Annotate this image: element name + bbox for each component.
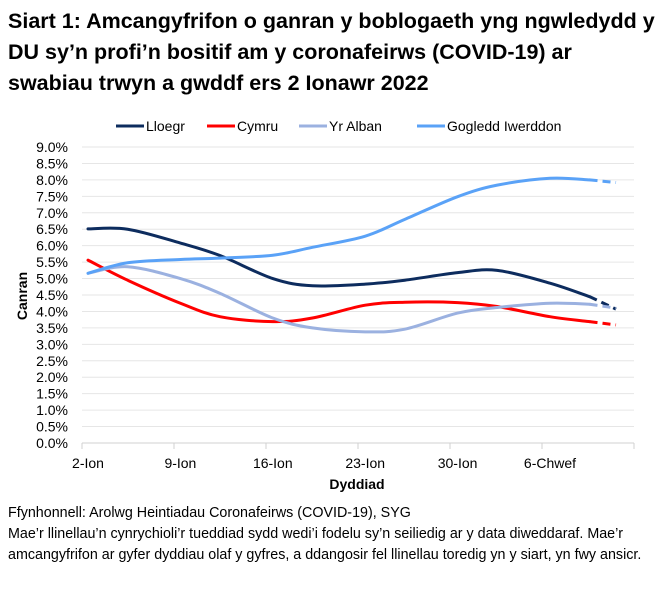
- y-tick-label: 5.5%: [36, 254, 68, 270]
- legend-label: Gogledd Iwerddon: [447, 118, 561, 134]
- y-tick-label: 3.5%: [36, 320, 68, 336]
- y-tick-label: 2.5%: [36, 353, 68, 369]
- legend-label: Yr Alban: [329, 118, 382, 134]
- y-tick-label: 1.5%: [36, 386, 68, 402]
- series-forecast-lloegr: [588, 295, 617, 311]
- y-tick-label: 4.5%: [36, 287, 68, 303]
- series-line-yr-alban: [86, 265, 592, 334]
- chart-footer: Ffynhonnell: Arolwg Heintiadau Coronafei…: [8, 503, 653, 566]
- y-tick-label: 0.0%: [36, 435, 68, 451]
- x-tick-label: 16-Ion: [253, 455, 293, 471]
- x-tick-label: 2-Ion: [72, 455, 104, 471]
- legend-label: Cymru: [237, 118, 278, 134]
- y-tick-label: 6.5%: [36, 221, 68, 237]
- series-forecast-yr-alban: [589, 302, 617, 310]
- source-note: Ffynhonnell: Arolwg Heintiadau Coronafei…: [8, 505, 411, 521]
- series-forecast-gogledd-iwerddon: [589, 178, 617, 185]
- legend-label: Lloegr: [146, 118, 185, 134]
- y-axis-title: Canran: [14, 272, 30, 320]
- y-tick-label: 0.5%: [36, 419, 68, 435]
- line-chart: 0.0%0.5%1.0%1.5%2.0%2.5%3.0%3.5%4.0%4.5%…: [14, 118, 635, 492]
- x-tick-label: 9-Ion: [164, 455, 196, 471]
- y-tick-label: 9.0%: [36, 139, 68, 155]
- y-tick-label: 6.0%: [36, 238, 68, 254]
- y-tick-label: 3.0%: [36, 336, 68, 352]
- x-axis-title: Dyddiad: [329, 476, 384, 492]
- y-tick-label: 8.5%: [36, 155, 68, 171]
- chart-title: Siart 1: Amcangyfrifon o ganran y boblog…: [8, 9, 655, 95]
- series-forecast-cymru: [589, 320, 617, 327]
- x-tick-label: 6-Chwef: [524, 455, 576, 471]
- y-tick-label: 7.0%: [36, 205, 68, 221]
- y-tick-label: 5.0%: [36, 271, 68, 287]
- series-line-cymru: [86, 258, 592, 324]
- y-tick-label: 1.0%: [36, 402, 68, 418]
- x-tick-label: 30-Ion: [438, 455, 478, 471]
- footnote: Mae’r llinellau’n cynrychioli’r tueddiad…: [8, 526, 642, 563]
- x-tick-label: 23-Ion: [345, 455, 385, 471]
- y-tick-label: 2.0%: [36, 369, 68, 385]
- y-tick-label: 7.5%: [36, 188, 68, 204]
- y-tick-label: 4.0%: [36, 303, 68, 319]
- series-line-lloegr: [86, 226, 592, 299]
- y-tick-label: 8.0%: [36, 172, 68, 188]
- series-line-gogledd-iwerddon: [86, 176, 592, 275]
